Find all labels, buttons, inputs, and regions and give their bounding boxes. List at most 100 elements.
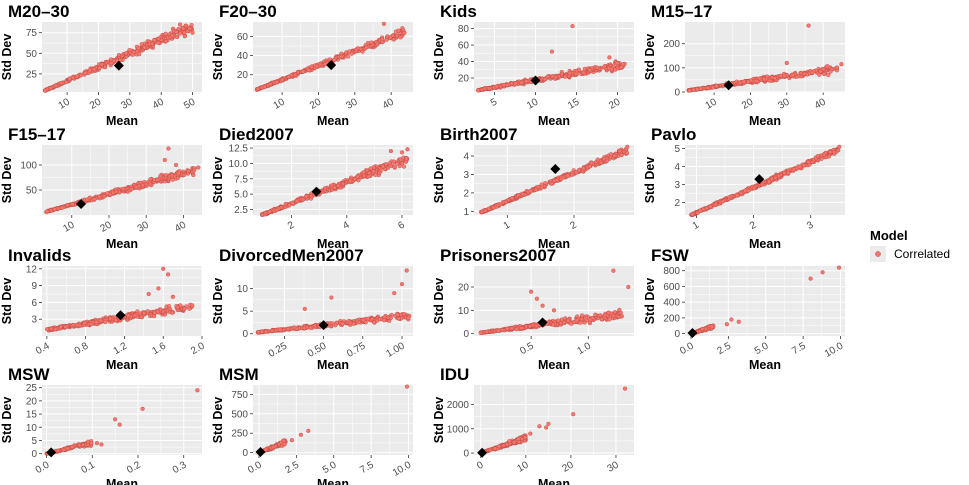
data-point: [595, 157, 600, 162]
data-point: [599, 160, 604, 165]
outlier-point: [177, 22, 183, 27]
data-point: [519, 80, 524, 85]
x-tick-label: 0.75: [345, 340, 368, 359]
data-point: [111, 58, 116, 63]
facet-panel: 0.25 0.50 0.75 1.00 0 5 10 DivorcedMen2007 Mean S…: [211, 246, 413, 372]
data-point: [579, 317, 584, 322]
data-point: [602, 313, 607, 318]
panel-title: F15–17: [8, 125, 66, 144]
x-tick-label: 0: [475, 459, 486, 472]
x-tick-label: 1: [502, 219, 513, 232]
y-tick-label: 10.0: [229, 159, 249, 170]
data-point: [587, 164, 592, 169]
data-point: [493, 446, 498, 451]
y-axis-label: Std Dev: [0, 278, 14, 325]
x-axis-label: Mean: [106, 237, 138, 251]
outlier-point: [821, 67, 826, 72]
data-point: [102, 194, 107, 199]
data-point: [581, 70, 586, 75]
data-point: [181, 26, 186, 31]
data-point: [306, 68, 311, 73]
outlier-point: [615, 61, 620, 66]
x-tick-label: 7.5: [358, 459, 376, 476]
data-point: [607, 317, 612, 322]
data-point: [822, 72, 827, 77]
data-point: [612, 310, 617, 315]
panel-title: Died2007: [219, 125, 294, 144]
y-axis-label: Std Dev: [432, 397, 446, 444]
data-point: [519, 325, 524, 331]
outlier-point: [626, 284, 631, 290]
x-tick-label: 5: [489, 96, 500, 109]
data-point: [583, 316, 588, 321]
data-point: [346, 54, 351, 59]
y-axis-label: Std Dev: [0, 397, 14, 444]
outlier-point: [173, 162, 179, 168]
data-point: [497, 444, 502, 449]
x-axis-label: Mean: [749, 237, 781, 251]
data-point: [176, 171, 181, 176]
data-point: [187, 26, 192, 31]
data-point: [510, 196, 515, 201]
data-point: [388, 315, 393, 321]
data-point: [182, 34, 187, 39]
data-point: [105, 191, 110, 196]
data-point: [593, 312, 598, 317]
outlier-point: [724, 322, 729, 327]
y-tick-label: 0: [674, 88, 680, 99]
data-point: [507, 439, 512, 444]
outlier-point: [298, 432, 303, 437]
panel-title: Prisoners2007: [440, 246, 556, 265]
y-tick-label: 50: [26, 186, 38, 197]
data-point: [139, 42, 144, 47]
x-tick-label: 1.00: [384, 340, 407, 359]
outlier-point: [549, 49, 554, 54]
data-point: [535, 184, 541, 189]
data-point: [595, 65, 600, 70]
x-tick-label: 5.0: [753, 340, 771, 357]
data-point: [63, 324, 68, 329]
data-point: [478, 330, 483, 335]
data-point: [828, 149, 833, 155]
data-point: [87, 195, 93, 200]
data-point: [97, 194, 102, 199]
y-tick-label: 0: [463, 449, 469, 460]
outlier-point: [404, 268, 409, 273]
y-tick-label: 100: [20, 161, 37, 172]
y-tick-label: 2000: [447, 400, 470, 411]
data-point: [570, 172, 575, 177]
data-point: [524, 79, 529, 84]
points: [254, 21, 407, 92]
y-tick-label: 0: [242, 329, 248, 340]
y-tick-label: 5: [674, 144, 680, 155]
x-axis-label: Mean: [749, 114, 781, 128]
data-point: [516, 192, 521, 198]
data-point: [140, 183, 145, 188]
data-point: [487, 86, 492, 91]
data-point: [574, 71, 579, 76]
y-tick-label: 80: [458, 24, 470, 35]
y-axis-label: Std Dev: [643, 34, 657, 81]
data-point: [539, 182, 544, 187]
data-point: [148, 181, 153, 186]
outlier-point: [399, 150, 405, 155]
data-point: [336, 183, 341, 188]
y-tick-label: 5.0: [234, 190, 248, 201]
data-point: [700, 326, 705, 332]
outlier-point: [146, 291, 151, 297]
x-tick-label: 30: [776, 96, 792, 111]
data-point: [300, 69, 306, 74]
data-point: [384, 37, 389, 42]
data-point: [75, 322, 80, 327]
y-tick-label: 6: [31, 298, 37, 309]
outlier-point: [195, 388, 200, 393]
data-point: [832, 150, 837, 155]
x-tick-label: 0.1: [79, 459, 97, 476]
data-point: [487, 447, 492, 453]
data-point: [527, 324, 532, 329]
x-tick-label: 0.0: [246, 459, 264, 476]
y-tick-label: 600: [663, 282, 680, 293]
data-point: [401, 312, 407, 317]
